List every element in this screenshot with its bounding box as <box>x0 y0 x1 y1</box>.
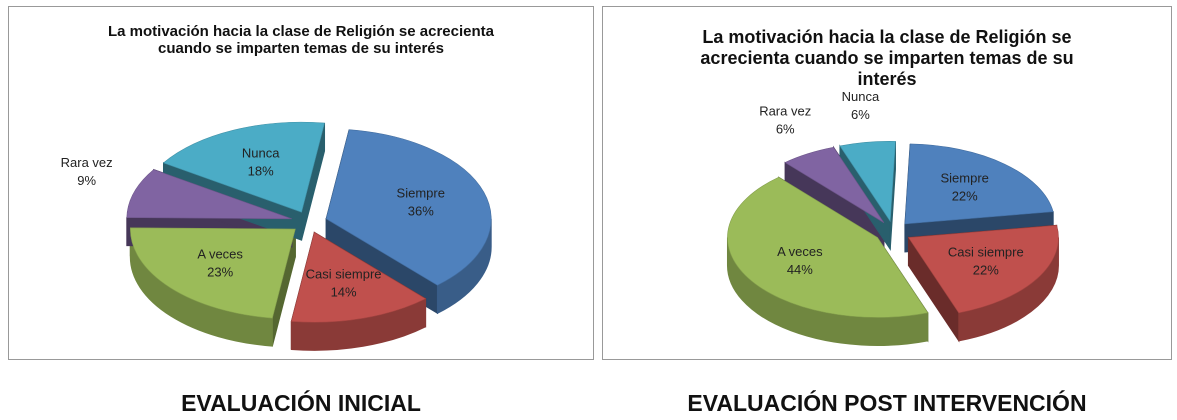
slice <box>784 146 885 223</box>
caption: EVALUACIÓN POST INTERVENCIÓN <box>687 390 1087 416</box>
slice <box>727 176 929 318</box>
slice-label: Nunca <box>242 145 280 160</box>
slice-label: Rara vez <box>61 155 113 170</box>
value-label: 23% <box>207 265 233 280</box>
value-label: 9% <box>77 173 96 188</box>
slice-label: Siempre <box>397 185 445 200</box>
value-label: 18% <box>248 163 274 178</box>
value-label: 22% <box>952 188 978 203</box>
slice <box>839 141 896 223</box>
value-label: 22% <box>973 263 999 278</box>
slice <box>126 169 292 220</box>
value-label: 6% <box>851 107 870 122</box>
slice-tops <box>126 121 492 323</box>
slice <box>907 224 1059 314</box>
chart-panel: La motivación hacia la clase de Religión… <box>602 6 1172 360</box>
slice <box>904 143 1054 225</box>
value-label: 14% <box>331 284 357 299</box>
labels: Siempre 22% Casi siempre 22% A veces 44% Rara … <box>759 89 1023 278</box>
slice <box>325 129 492 286</box>
slice <box>130 227 296 319</box>
slice-label: A veces <box>777 244 823 259</box>
slice-label: A veces <box>197 247 243 262</box>
slice <box>162 121 325 213</box>
slice-label: Casi siempre <box>948 245 1024 260</box>
chart: Siempre 36% Casi siempre 14% A veces 23% Rara … <box>61 121 492 351</box>
labels: Siempre 36% Casi siempre 14% A veces 23% Rara … <box>61 145 445 299</box>
chart-title: La motivación hacia la clase de Religión… <box>700 27 1074 89</box>
value-label: 6% <box>776 121 795 136</box>
slice-label: Casi siempre <box>306 266 382 281</box>
slice-tops <box>727 141 1059 318</box>
slice-label: Rara vez <box>759 103 811 118</box>
value-label: 36% <box>408 203 434 218</box>
slice <box>290 231 427 323</box>
caption: EVALUACIÓN INICIAL <box>181 390 421 416</box>
slice-label: Nunca <box>842 89 880 104</box>
value-label: 44% <box>787 262 813 277</box>
chart-panel: La motivación hacia la clase de Religión… <box>8 6 594 360</box>
chart: Siempre 22% Casi siempre 22% A veces 44% Rara … <box>726 89 1059 346</box>
chart-title: La motivación hacia la clase de Religión… <box>107 23 494 57</box>
slice-label: Siempre <box>940 170 988 185</box>
